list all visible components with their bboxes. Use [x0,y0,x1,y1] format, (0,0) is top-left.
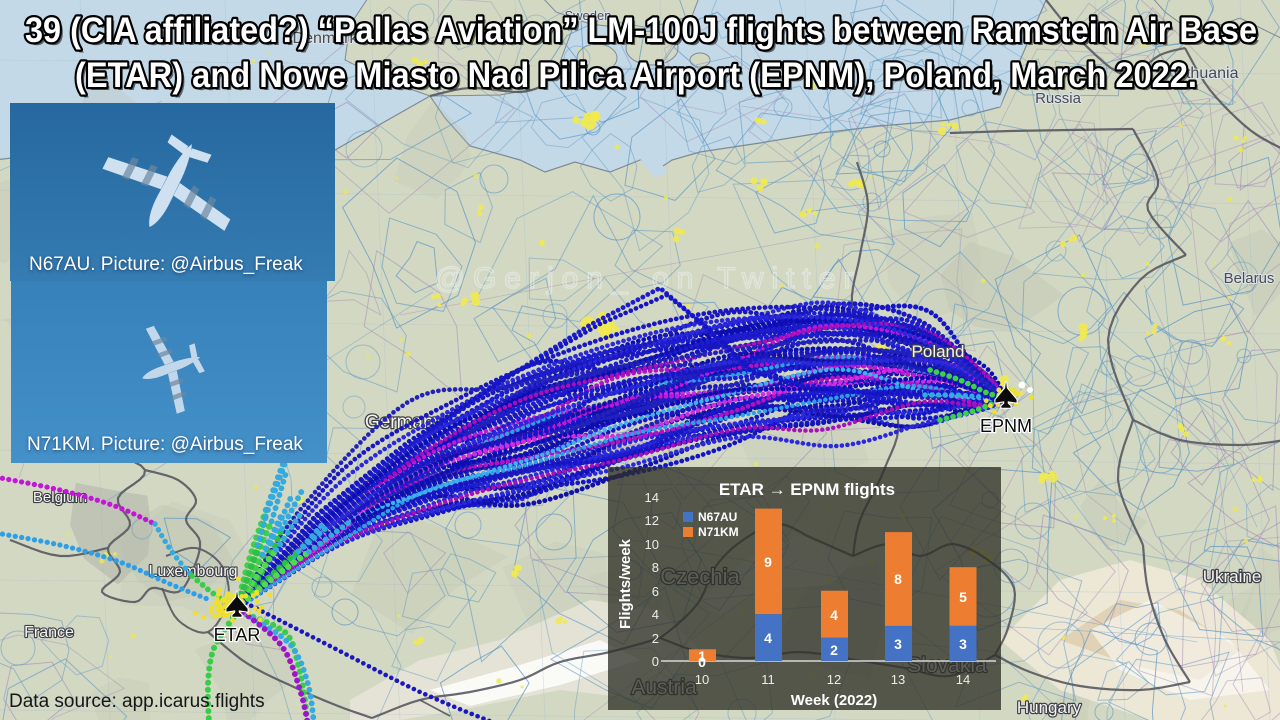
svg-text:ETAR → EPNM flights: ETAR → EPNM flights [719,480,895,499]
svg-text:3: 3 [894,636,902,652]
svg-text:Luxembourg: Luxembourg [149,563,238,580]
svg-text:4: 4 [830,607,838,623]
svg-text:(ETAR) and Nowe Miasto Nad Pil: (ETAR) and Nowe Miasto Nad Pilica Airpor… [78,59,1200,98]
svg-text:2: 2 [652,631,659,646]
svg-text:Belarus: Belarus [1224,270,1275,287]
svg-text:Lithuania: Lithuania [1174,65,1239,82]
svg-text:9: 9 [764,554,772,570]
svg-text:5: 5 [959,589,967,605]
svg-text:14: 14 [645,490,659,505]
svg-text:4: 4 [652,607,659,622]
svg-text:0: 0 [698,654,706,670]
svg-text:Hungary: Hungary [1017,698,1082,717]
svg-text:6: 6 [652,584,659,599]
svg-text:10: 10 [695,672,709,687]
svg-text:France: France [24,624,74,641]
svg-text:(ETAR) and Nowe Miasto Nad Pil: (ETAR) and Nowe Miasto Nad Pilica Airpor… [75,56,1197,95]
svg-text:Russia: Russia [1035,90,1082,107]
svg-text:N67AU: N67AU [698,510,737,524]
svg-text:N71KM: N71KM [698,525,739,539]
svg-text:@Gerjon_ on Twitter: @Gerjon_ on Twitter [434,262,861,295]
svg-text:1: 1 [698,648,706,664]
svg-text:Week (2022): Week (2022) [791,692,877,709]
svg-text:12: 12 [645,513,659,528]
svg-text:EPNM: EPNM [980,416,1032,436]
svg-text:39 (CIA affiliated?) “Pallas A: 39 (CIA affiliated?) “Pallas Aviation” L… [25,11,1257,50]
svg-text:3: 3 [959,636,967,652]
svg-text:12: 12 [827,672,841,687]
svg-text:39 (CIA affiliated?) “Pallas A: 39 (CIA affiliated?) “Pallas Aviation” L… [28,14,1260,53]
svg-text:8: 8 [652,560,659,575]
svg-text:11: 11 [761,672,775,687]
svg-text:14: 14 [956,672,970,687]
svg-text:Poland: Poland [912,342,965,361]
svg-text:0: 0 [652,654,659,669]
svg-text:10: 10 [645,537,659,552]
svg-text:Denmark: Denmark [293,30,359,47]
svg-text:Flights/week: Flights/week [617,538,634,629]
svg-text:2: 2 [830,642,838,658]
svg-text:4: 4 [764,630,772,646]
svg-text:Sweden: Sweden [565,8,612,23]
svg-text:8: 8 [894,571,902,587]
svg-text:ETAR: ETAR [214,625,261,645]
svg-text:Ukraine: Ukraine [1203,567,1262,586]
svg-text:13: 13 [891,672,905,687]
